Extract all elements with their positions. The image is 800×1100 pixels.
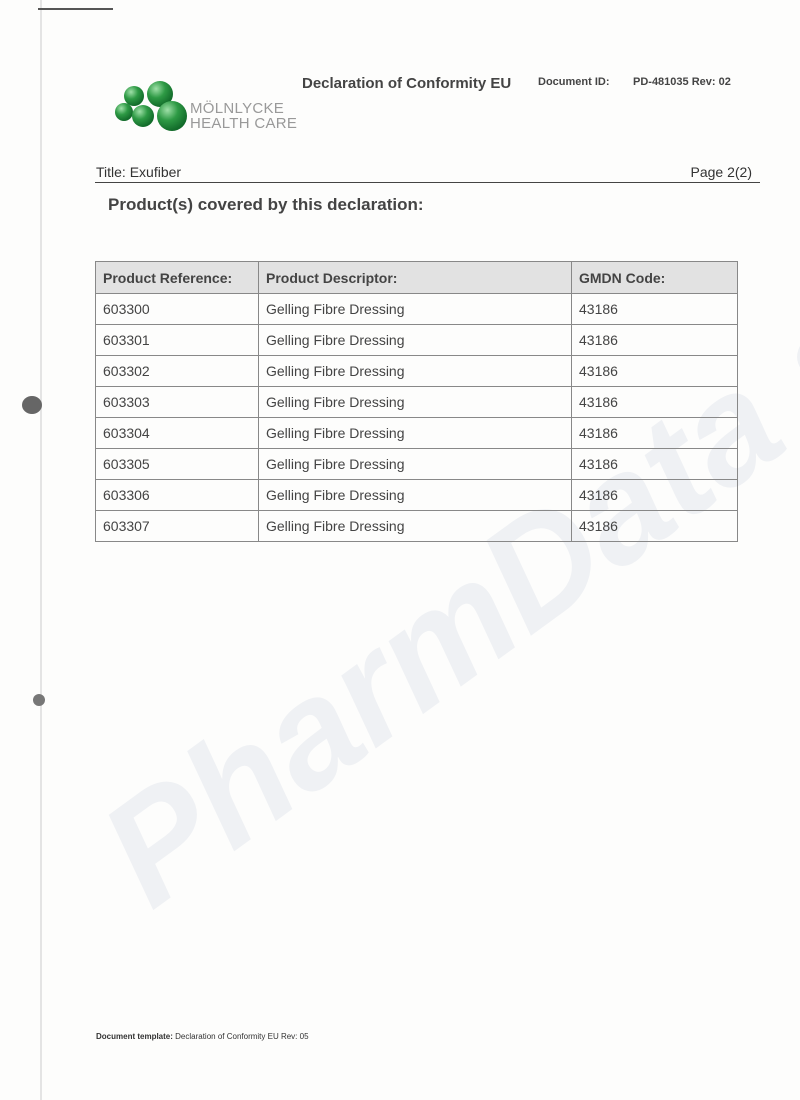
table-row: 603301 Gelling Fibre Dressing 43186 [95,324,738,356]
product-reference-cell: 603306 [95,479,259,511]
gmdn-code-cell: 43186 [571,417,738,449]
product-reference-cell: 603300 [95,293,259,325]
header-divider [95,182,760,183]
column-header: Product Reference: [95,261,259,294]
scan-mark [38,8,113,10]
table-row: 603304 Gelling Fibre Dressing 43186 [95,417,738,449]
product-descriptor-cell: Gelling Fibre Dressing [258,324,572,356]
gmdn-code-cell: 43186 [571,355,738,387]
gmdn-code-cell: 43186 [571,510,738,542]
section-heading: Product(s) covered by this declaration: [108,195,424,214]
product-descriptor-cell: Gelling Fibre Dressing [258,355,572,387]
product-descriptor-cell: Gelling Fibre Dressing [258,510,572,542]
gmdn-code-cell: 43186 [571,324,738,356]
table-row: 603303 Gelling Fibre Dressing 43186 [95,386,738,418]
gmdn-code-cell: 43186 [571,479,738,511]
document-id: PD-481035 Rev: 02 [633,76,731,88]
company-logo-text: MÖLNLYCKE HEALTH CARE [190,101,297,131]
product-reference-cell: 603307 [95,510,259,542]
page-number: Page 2(2) [690,164,752,180]
product-reference-cell: 603303 [95,386,259,418]
scan-mark [33,694,45,706]
table-row: 603300 Gelling Fibre Dressing 43186 [95,293,738,325]
product-reference-cell: 603305 [95,448,259,480]
products-table: Product Reference: Product Descriptor: G… [95,261,738,542]
logo-line-1: MÖLNLYCKE [190,100,285,117]
column-header: GMDN Code: [571,261,738,294]
footer-label: Document template: [96,1032,173,1041]
footer: Document template: Declaration of Confor… [96,1032,309,1041]
product-descriptor-cell: Gelling Fibre Dressing [258,479,572,511]
table-header-row: Product Reference: Product Descriptor: G… [95,261,738,294]
logo-line-2: HEALTH CARE [190,115,298,132]
table-row: 603305 Gelling Fibre Dressing 43186 [95,448,738,480]
product-reference-cell: 603302 [95,355,259,387]
table-row: 603306 Gelling Fibre Dressing 43186 [95,479,738,511]
scan-edge [40,0,42,1100]
gmdn-code-cell: 43186 [571,448,738,480]
table-row: 603302 Gelling Fibre Dressing 43186 [95,355,738,387]
product-descriptor-cell: Gelling Fibre Dressing [258,448,572,480]
gmdn-code-cell: 43186 [571,293,738,325]
document-title: Declaration of Conformity EU [302,75,512,92]
gmdn-code-cell: 43186 [571,386,738,418]
product-descriptor-cell: Gelling Fibre Dressing [258,417,572,449]
footer-value: Declaration of Conformity EU Rev: 05 [175,1032,309,1041]
product-descriptor-cell: Gelling Fibre Dressing [258,293,572,325]
product-reference-cell: 603304 [95,417,259,449]
product-descriptor-cell: Gelling Fibre Dressing [258,386,572,418]
document-id-label: Document ID: [538,76,610,88]
table-row: 603307 Gelling Fibre Dressing 43186 [95,510,738,542]
company-logo-icon [115,81,187,131]
product-reference-cell: 603301 [95,324,259,356]
column-header: Product Descriptor: [258,261,572,294]
product-title: Title: Exufiber [96,164,182,180]
scan-mark [22,396,42,414]
